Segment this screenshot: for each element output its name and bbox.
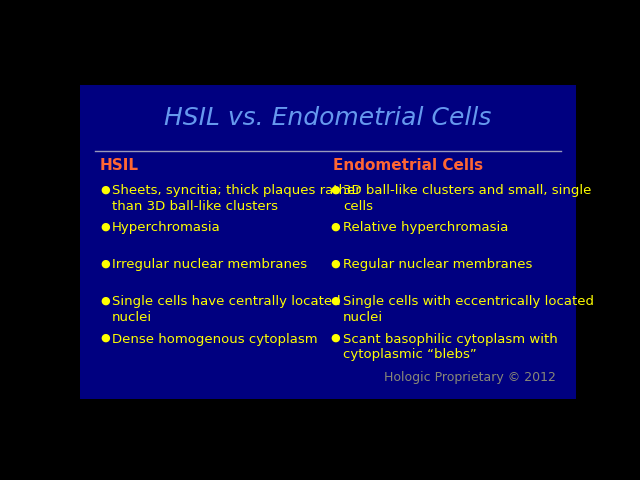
Text: HSIL: HSIL (100, 158, 139, 173)
Text: Single cells have centrally located
nuclei: Single cells have centrally located nucl… (112, 296, 341, 324)
Text: Dense homogenous cytoplasm: Dense homogenous cytoplasm (112, 333, 318, 346)
Text: Relative hyperchromasia: Relative hyperchromasia (343, 221, 508, 234)
Text: Sheets, syncitia; thick plaques rather
than 3D ball-like clusters: Sheets, syncitia; thick plaques rather t… (112, 184, 361, 213)
Text: ●: ● (331, 184, 340, 194)
Text: ●: ● (331, 296, 340, 305)
Text: Single cells with eccentrically located
nuclei: Single cells with eccentrically located … (343, 296, 594, 324)
Text: ●: ● (100, 221, 109, 231)
Bar (80, 85, 576, 399)
Text: 3D ball-like clusters and small, single
cells: 3D ball-like clusters and small, single … (343, 184, 591, 213)
Text: Hologic Proprietary © 2012: Hologic Proprietary © 2012 (384, 371, 556, 384)
Text: ●: ● (331, 258, 340, 268)
Text: Endometrial Cells: Endometrial Cells (333, 158, 483, 173)
Text: Irregular nuclear membranes: Irregular nuclear membranes (112, 258, 307, 271)
Text: Regular nuclear membranes: Regular nuclear membranes (343, 258, 532, 271)
Text: Scant basophilic cytoplasm with
cytoplasmic “blebs”: Scant basophilic cytoplasm with cytoplas… (343, 333, 557, 361)
Text: ●: ● (100, 184, 109, 194)
Text: ●: ● (100, 296, 109, 305)
Text: ●: ● (100, 258, 109, 268)
Text: Hyperchromasia: Hyperchromasia (112, 221, 221, 234)
Text: ●: ● (331, 333, 340, 343)
Text: HSIL vs. Endometrial Cells: HSIL vs. Endometrial Cells (164, 106, 492, 130)
Text: ●: ● (100, 333, 109, 343)
Text: ●: ● (331, 221, 340, 231)
